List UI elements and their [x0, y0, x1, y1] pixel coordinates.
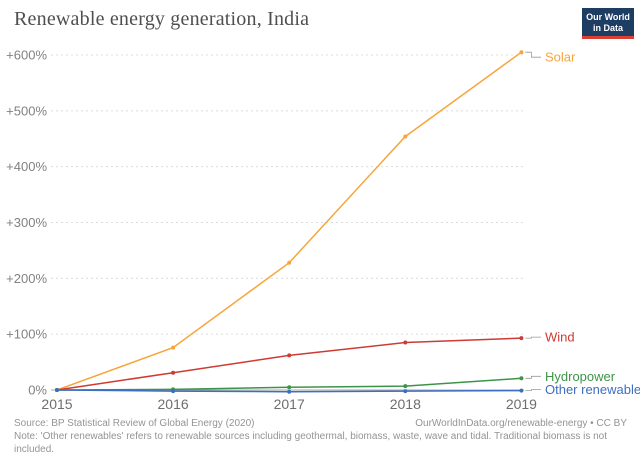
data-point-wind — [519, 336, 524, 341]
label-connector-hydropower — [525, 375, 541, 379]
series-line-solar — [56, 51, 522, 391]
note-text: Note: 'Other renewables' refers to renew… — [14, 431, 608, 452]
label-connector-other-renewables — [525, 389, 541, 392]
data-point-wind — [287, 353, 292, 358]
x-axis-tick-label: 2019 — [506, 396, 537, 412]
series-label-wind[interactable]: Wind — [545, 330, 575, 345]
x-axis-tick-label: 2018 — [390, 396, 421, 412]
source-text: Source: BP Statistical Review of Global … — [14, 418, 255, 429]
credit-link[interactable]: OurWorldInData.org/renewable-energy • CC… — [415, 418, 627, 429]
owid-logo-line2: in Data — [592, 23, 623, 33]
y-axis-tick-label: +500% — [6, 103, 47, 118]
line-chart: 0% +100% +200% +300% +400% +500% +600% 2015 2016… — [6, 48, 640, 413]
series-label-other-renewables[interactable]: Other renewables — [545, 382, 640, 397]
y-axis-tick-label: 0% — [28, 383, 47, 398]
data-point-other-renewables — [171, 389, 176, 394]
data-point-wind — [171, 370, 176, 375]
page-title: Renewable energy generation, India — [14, 8, 310, 30]
label-connector-wind — [525, 336, 541, 339]
data-point-solar — [287, 260, 292, 265]
chart-footer: Source: BP Statistical Review of Global … — [14, 417, 627, 452]
data-point-solar — [403, 134, 408, 139]
y-axis-tick-label: +100% — [6, 327, 47, 342]
series-label-solar[interactable]: Solar — [545, 50, 576, 65]
data-point-hydropower — [403, 384, 408, 389]
series-label-hydropower[interactable]: Hydropower — [545, 369, 616, 384]
data-point-hydropower — [519, 376, 524, 381]
y-axis-tick-label: +200% — [6, 271, 47, 286]
data-point-solar — [171, 345, 176, 350]
data-point-solar — [519, 50, 524, 55]
y-axis-tick-label: +400% — [6, 159, 47, 174]
data-point-other-renewables — [519, 388, 524, 393]
data-point-hydropower — [287, 385, 292, 390]
x-axis-tick-label: 2016 — [158, 396, 189, 412]
data-point-other-renewables — [403, 389, 408, 394]
data-point-other-renewables — [287, 389, 292, 394]
label-connector-solar — [525, 51, 541, 58]
owid-logo-line1: Our World — [586, 12, 630, 22]
y-axis-tick-label: +300% — [6, 215, 47, 230]
y-axis-tick-label: +600% — [6, 48, 47, 63]
owid-logo[interactable]: Our World in Data — [582, 8, 634, 39]
data-point-other-renewables — [55, 388, 59, 392]
x-axis-tick-label: 2017 — [274, 396, 305, 412]
data-point-wind — [403, 340, 408, 345]
x-axis-tick-label: 2015 — [41, 396, 72, 412]
